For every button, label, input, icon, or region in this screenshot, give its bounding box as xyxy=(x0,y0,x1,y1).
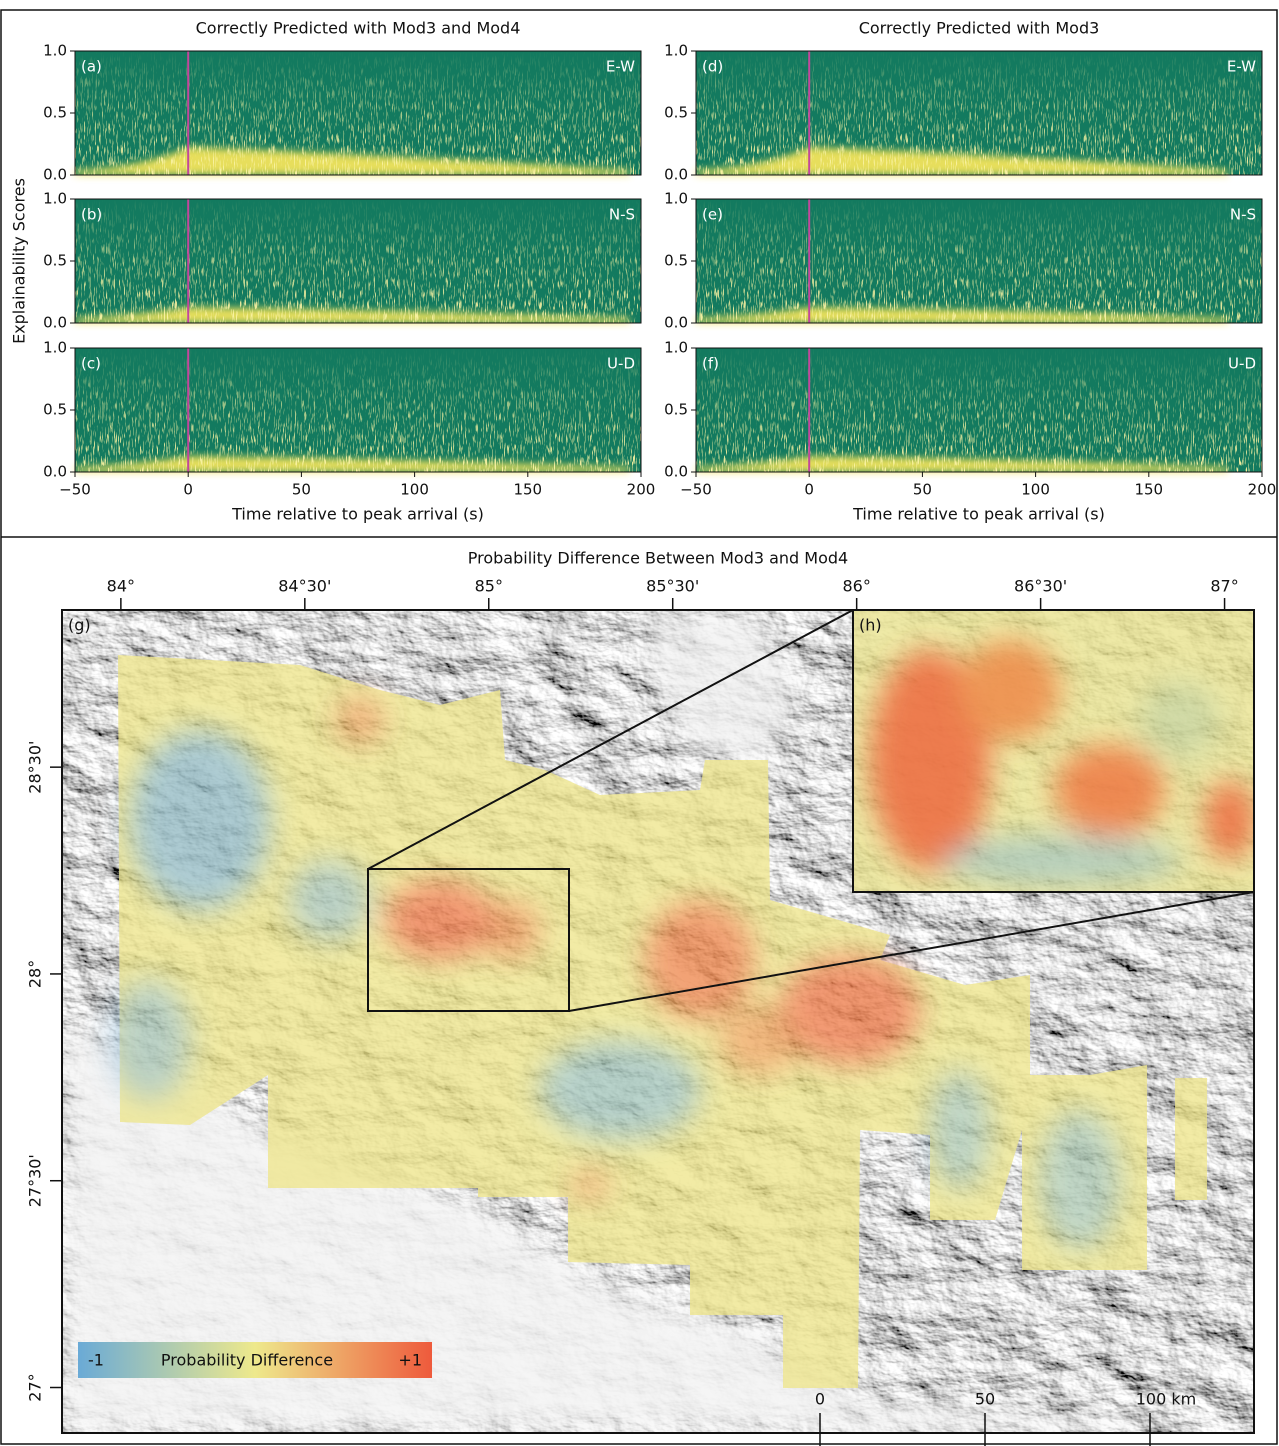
colorbar-tick-label: +1 xyxy=(398,1351,422,1370)
component-label: E-W xyxy=(606,58,635,76)
lon-tick-label: 84°30' xyxy=(278,577,331,596)
figure: 0.0 0.5 1.0 (a) E-W Correctly Predicted with … xyxy=(0,0,1279,1446)
panel-label: (g) xyxy=(68,616,91,635)
panel-label: (d) xyxy=(702,58,723,76)
map-title: Probability Difference Between Mod3 and … xyxy=(468,549,848,568)
y-tick-label: 0.5 xyxy=(664,401,688,419)
x-tick-label: −50 xyxy=(680,481,712,499)
panel-title: Correctly Predicted with Mod3 xyxy=(859,19,1100,38)
lon-tick-label: 85°30' xyxy=(646,577,699,596)
inset-panel-label: (h) xyxy=(859,616,882,635)
panel-label: (a) xyxy=(81,58,102,76)
y-tick-label: 0.5 xyxy=(43,401,67,419)
component-label: N-S xyxy=(609,206,635,224)
panel-label: (e) xyxy=(702,206,723,224)
heatmap-texture xyxy=(75,348,641,472)
y-tick-label: 0.0 xyxy=(43,166,67,184)
y-tick-label: 1.0 xyxy=(664,339,688,357)
x-tick-label: 150 xyxy=(513,481,542,499)
heatmap-texture xyxy=(696,348,1262,472)
panel-label: (f) xyxy=(702,355,719,373)
x-tick-label: 200 xyxy=(1248,481,1277,499)
x-tick-label: 100 xyxy=(1021,481,1050,499)
component-label: U-D xyxy=(1228,355,1256,373)
panel-label: (c) xyxy=(81,355,101,373)
heatmap-texture xyxy=(696,199,1262,323)
x-tick-label: 100 xyxy=(400,481,429,499)
component-label: E-W xyxy=(1227,58,1256,76)
colorbar-label: Probability Difference xyxy=(161,1351,333,1370)
lon-tick-label: 87° xyxy=(1210,577,1238,596)
x-tick-label: 50 xyxy=(292,481,311,499)
heatmap-texture xyxy=(75,51,641,175)
y-tick-label: 1.0 xyxy=(43,42,67,60)
lat-tick-label: 27° xyxy=(26,1373,45,1401)
heatmap-texture xyxy=(75,199,641,323)
component-label: N-S xyxy=(1230,206,1256,224)
y-tick-label: 1.0 xyxy=(664,42,688,60)
y-tick-label: 0.0 xyxy=(43,463,67,481)
lon-tick-label: 84° xyxy=(107,577,135,596)
scalebar-label: 0 xyxy=(815,1390,825,1409)
y-tick-label: 0.0 xyxy=(664,166,688,184)
scalebar-label: 50 xyxy=(975,1390,995,1409)
y-tick-label: 0.0 xyxy=(664,463,688,481)
y-tick-label: 0.5 xyxy=(664,104,688,122)
y-tick-label: 0.5 xyxy=(43,104,67,122)
x-tick-label: −50 xyxy=(59,481,91,499)
lat-tick-label: 27°30' xyxy=(26,1154,45,1207)
y-tick-label: 1.0 xyxy=(43,190,67,208)
colorbar-tick-label: -1 xyxy=(88,1351,104,1370)
y-tick-label: 0.0 xyxy=(43,314,67,332)
y-tick-label: 1.0 xyxy=(664,190,688,208)
lat-tick-label: 28°30' xyxy=(26,741,45,794)
lat-tick-label: 28° xyxy=(26,960,45,988)
x-axis-label: Time relative to peak arrival (s) xyxy=(852,505,1105,524)
component-label: U-D xyxy=(607,355,635,373)
panel-label: (b) xyxy=(81,206,102,224)
y-tick-label: 0.5 xyxy=(43,252,67,270)
panel-title: Correctly Predicted with Mod3 and Mod4 xyxy=(196,19,521,38)
y-axis-label: Explainability Scores xyxy=(10,178,29,344)
y-tick-label: 1.0 xyxy=(43,339,67,357)
x-tick-label: 200 xyxy=(627,481,656,499)
y-tick-label: 0.0 xyxy=(664,314,688,332)
lon-tick-label: 85° xyxy=(475,577,503,596)
x-axis-label: Time relative to peak arrival (s) xyxy=(231,505,484,524)
x-tick-label: 0 xyxy=(183,481,193,499)
x-tick-label: 0 xyxy=(804,481,814,499)
lon-tick-label: 86°30' xyxy=(1014,577,1067,596)
lon-tick-label: 86° xyxy=(842,577,870,596)
y-tick-label: 0.5 xyxy=(664,252,688,270)
heatmap-texture xyxy=(696,51,1262,175)
inset-decoration xyxy=(853,610,1255,892)
x-tick-label: 150 xyxy=(1134,481,1163,499)
x-tick-label: 50 xyxy=(913,481,932,499)
scalebar-label: 100 km xyxy=(1136,1390,1196,1409)
mosaic-patch xyxy=(1175,1078,1207,1200)
